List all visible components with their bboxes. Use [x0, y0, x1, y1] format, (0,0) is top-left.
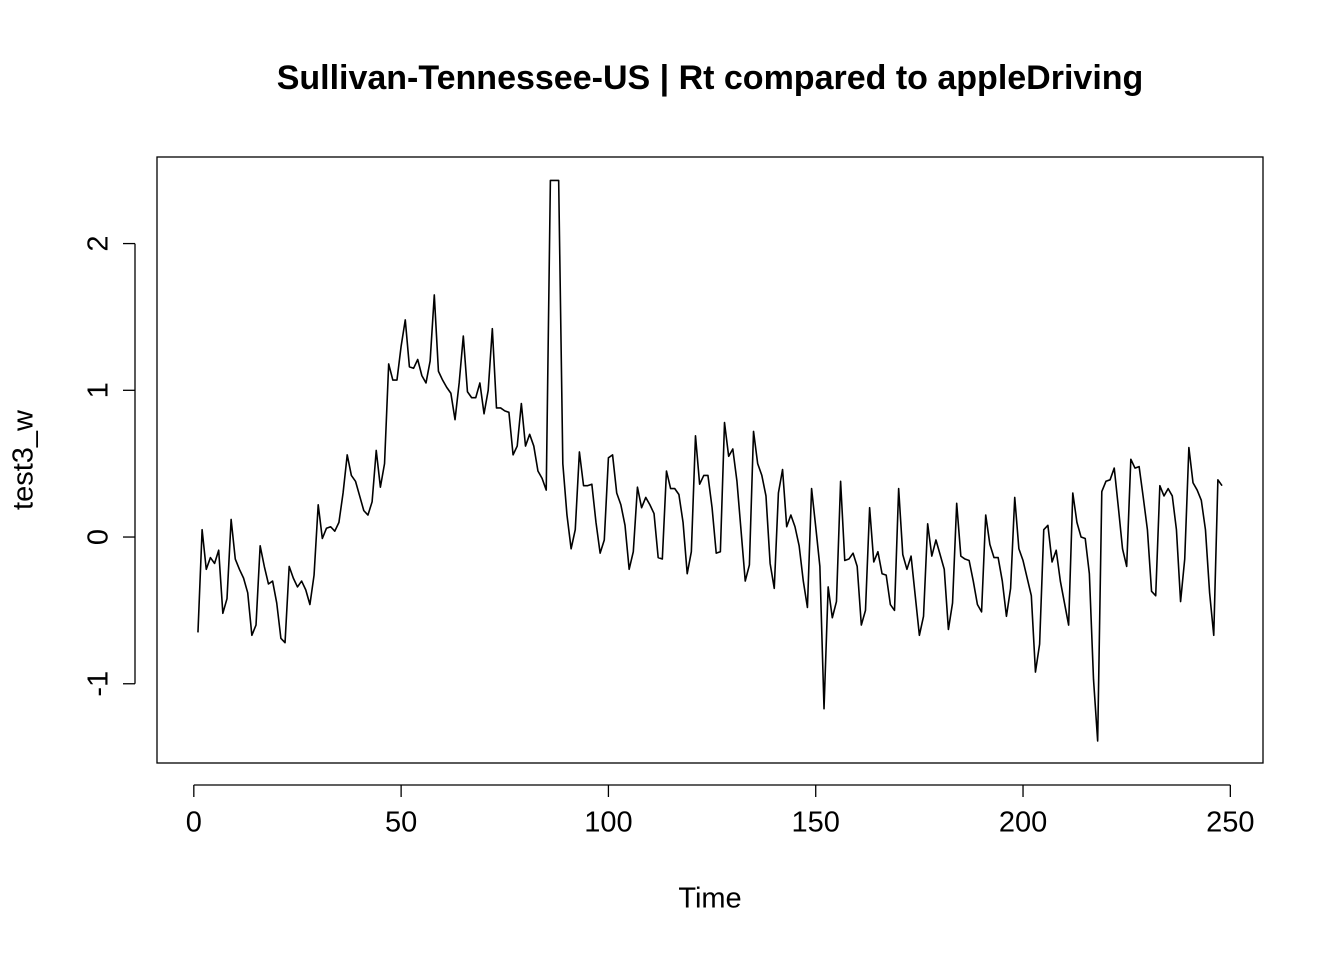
- x-axis-label: Time: [678, 883, 741, 915]
- y-tick-label: 2: [83, 236, 115, 252]
- y-tick-label: -1: [83, 671, 115, 697]
- plot-box: [156, 156, 1264, 764]
- y-axis-label: test3_w: [8, 409, 40, 510]
- chart-title: Sullivan-Tennessee-US | Rt compared to a…: [277, 59, 1144, 97]
- x-tick-label: 250: [1206, 807, 1254, 839]
- x-tick-label: 200: [999, 807, 1047, 839]
- x-tick-label: 50: [385, 807, 417, 839]
- y-tick-label: 1: [83, 382, 115, 398]
- x-tick-label: 100: [584, 807, 632, 839]
- x-tick-label: 0: [186, 807, 202, 839]
- x-tick-label: 150: [792, 807, 840, 839]
- data-line: [197, 179, 1223, 742]
- y-tick-label: 0: [83, 529, 115, 545]
